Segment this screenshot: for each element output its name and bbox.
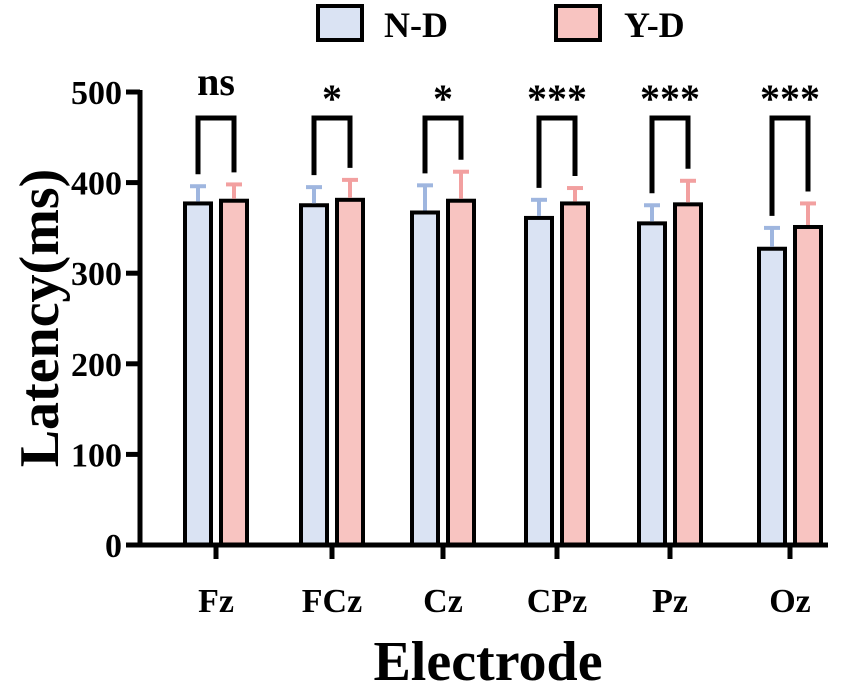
significance-label: *** xyxy=(760,76,820,121)
significance-bracket xyxy=(769,115,811,216)
legend-swatch xyxy=(316,4,364,42)
bar xyxy=(793,224,823,548)
bar xyxy=(560,201,590,548)
y-tick-label: 400 xyxy=(71,166,122,203)
significance-label: *** xyxy=(527,76,587,121)
bar xyxy=(410,210,440,548)
x-tick-label: FCz xyxy=(302,583,362,620)
significance-label: *** xyxy=(640,76,700,121)
significance-bracket xyxy=(422,115,464,174)
significance-bracket xyxy=(536,115,578,188)
legend-label: Y-D xyxy=(624,5,685,45)
y-tick-label: 200 xyxy=(71,347,122,384)
legend-label: N-D xyxy=(384,5,448,45)
significance-label: * xyxy=(433,76,453,121)
bar xyxy=(335,197,365,547)
significance-bracket xyxy=(311,115,353,176)
x-tick-label: Oz xyxy=(769,583,811,620)
y-axis-label: Latency(ms) xyxy=(9,169,71,468)
significance-label: ns xyxy=(197,59,235,104)
significance-label: * xyxy=(322,76,342,121)
legend-swatch xyxy=(554,4,602,42)
y-tick-label: 500 xyxy=(71,75,122,112)
bar xyxy=(299,203,329,547)
bars xyxy=(183,169,823,548)
legend: N-D Y-D xyxy=(316,4,685,45)
bar xyxy=(637,221,667,547)
x-tick-label: CPz xyxy=(527,583,587,620)
axes: 0 100 200 300 400 500 Fz FCz Cz CPz Pz Oz xyxy=(71,75,828,620)
x-tick-label: Pz xyxy=(652,583,688,620)
x-axis-label: Electrode xyxy=(373,631,602,689)
significance-annotations: ns * * *** *** *** xyxy=(195,59,820,216)
significance-bracket xyxy=(195,115,237,175)
x-tick-label: Fz xyxy=(198,583,234,620)
y-tick-label: 300 xyxy=(71,256,122,293)
y-tick-label: 0 xyxy=(105,528,122,565)
bar xyxy=(446,198,476,547)
x-tick-label: Cz xyxy=(423,583,463,620)
y-tick-label: 100 xyxy=(71,437,122,474)
bar xyxy=(219,198,249,547)
bar xyxy=(183,201,213,548)
bar xyxy=(757,246,787,547)
bar xyxy=(673,202,703,547)
significance-bracket xyxy=(649,115,691,194)
bar xyxy=(524,215,554,548)
